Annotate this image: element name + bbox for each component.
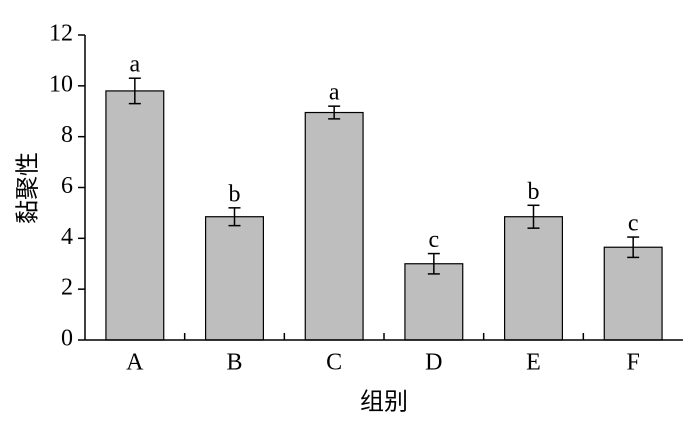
x-tick-label: D [425, 350, 442, 376]
y-axis-label: 黏聚性 [15, 152, 42, 224]
x-tick-label: A [126, 350, 144, 376]
y-tick-label: 4 [61, 224, 73, 250]
y-tick-label: 8 [61, 122, 73, 148]
significance-label: c [429, 227, 440, 253]
x-tick-label: B [226, 350, 242, 376]
significance-label: c [628, 211, 639, 237]
bar [105, 90, 165, 341]
x-tick-label: C [326, 350, 342, 376]
significance-label: a [329, 80, 340, 106]
bar [304, 111, 364, 341]
bar [404, 263, 464, 341]
y-tick-label: 12 [49, 21, 73, 47]
x-tick-label: F [626, 350, 639, 376]
bar [503, 216, 564, 341]
significance-label: b [528, 179, 540, 205]
y-tick-label: 0 [61, 326, 73, 352]
significance-label: a [130, 52, 141, 78]
x-tick-label: E [526, 350, 541, 376]
bar [603, 246, 663, 341]
y-tick-label: 6 [61, 173, 73, 199]
y-tick-label: 2 [61, 275, 73, 301]
x-axis-label: 组别 [360, 389, 408, 416]
bar [204, 216, 265, 341]
y-tick-label: 10 [49, 71, 73, 97]
significance-label: b [229, 181, 241, 207]
